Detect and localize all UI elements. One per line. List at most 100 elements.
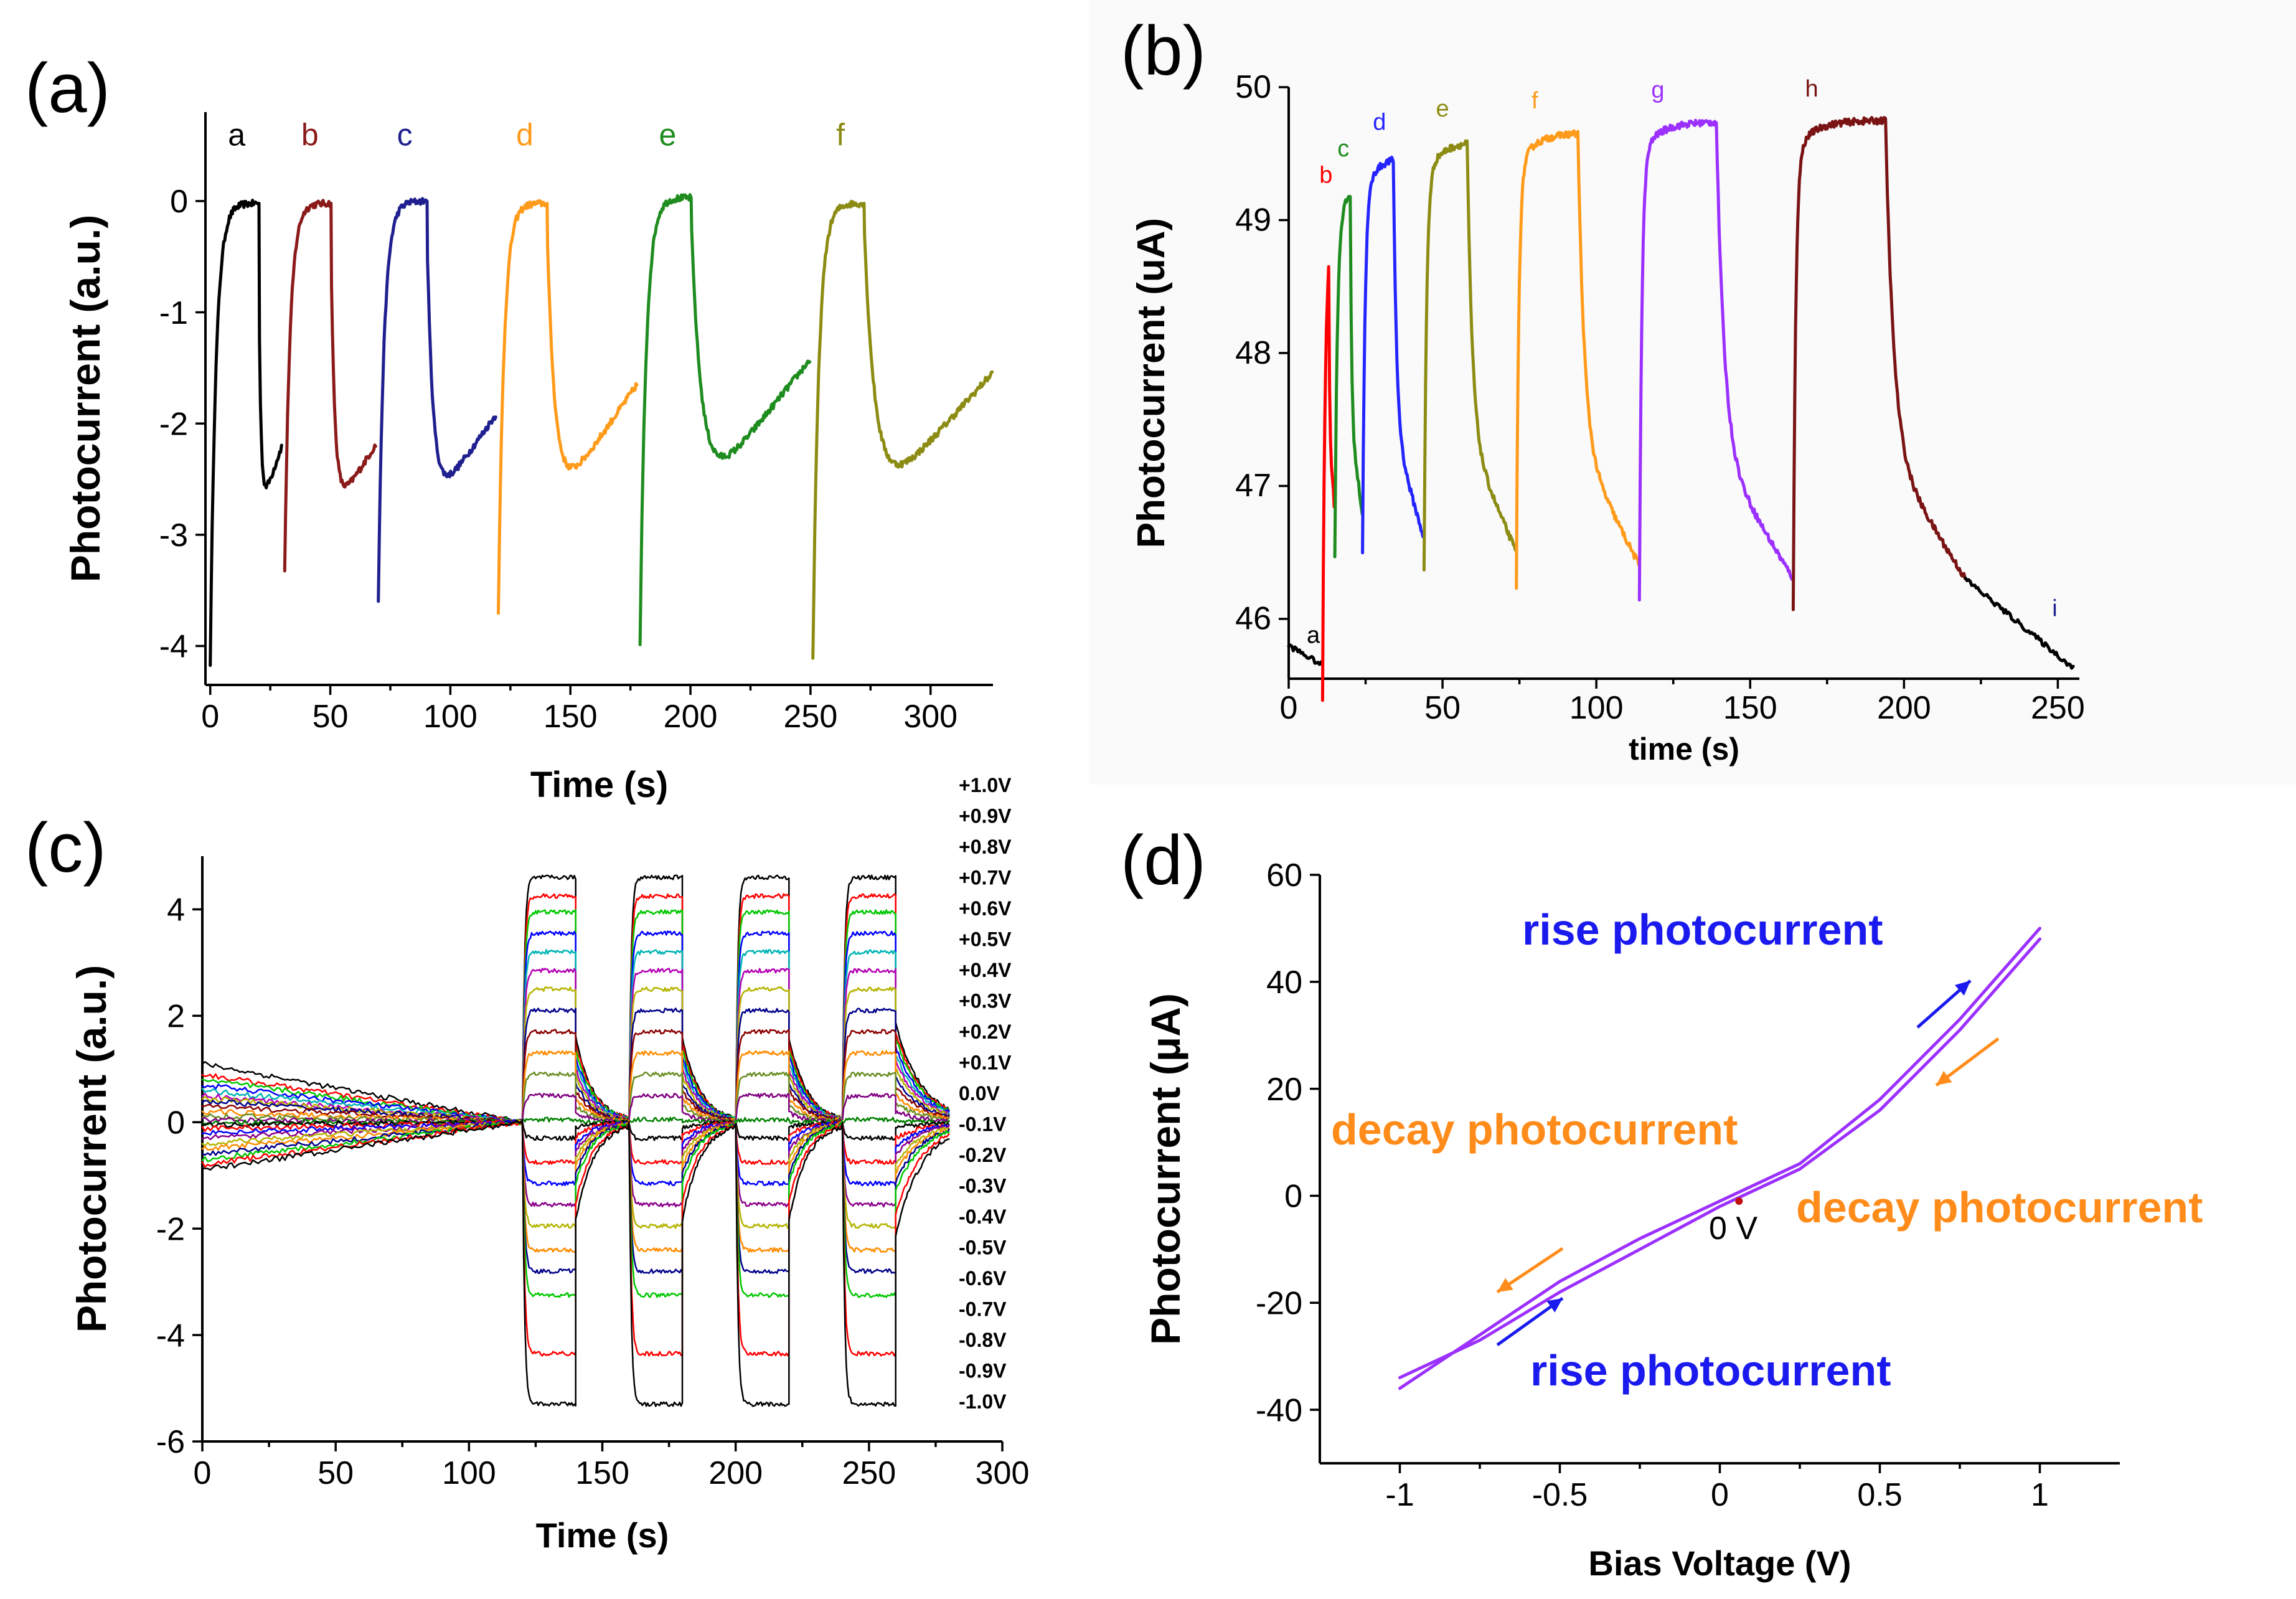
panel-d-decay-arrow-left-head xyxy=(1497,1278,1513,1292)
panel-d-rise-label-top: rise photocurrent xyxy=(1522,905,1883,954)
panel-b-trace-label: d xyxy=(1373,109,1386,135)
panel-c-legend-label: -0.8V xyxy=(959,1329,1007,1351)
panel-d-decay-label-right: decay photocurrent xyxy=(1796,1183,2203,1232)
panel-b-trace-label: c xyxy=(1337,136,1349,162)
panel-c-legend-label: +0.5V xyxy=(959,928,1012,951)
panel-a-chart: 0 50 100 150 200 250 300 0 -1 -2 -3 -4 Time (s) Photo… xyxy=(62,112,994,805)
panel-c-y-tick-label: 4 xyxy=(167,892,185,928)
panel-a-trace-b xyxy=(283,199,377,573)
panel-d-x-tick-label: 0.5 xyxy=(1857,1477,1902,1513)
panel-a-trace-c xyxy=(377,197,497,603)
panel-d-decay-label-left: decay photocurrent xyxy=(1331,1105,1738,1154)
panel-b-x-tick-label: 150 xyxy=(1723,690,1777,726)
panel-b-trace-label: h xyxy=(1805,76,1818,102)
panel-d-sweep-forward xyxy=(1398,927,2041,1390)
panel-c-trace xyxy=(201,1116,950,1126)
panel-c-y-tick-label: -6 xyxy=(156,1424,185,1460)
panel-a-trace-label: a xyxy=(228,118,245,153)
panel-c-trace xyxy=(201,1119,950,1166)
panel-a-trace-label: f xyxy=(836,118,845,153)
panel-d-rise-arrow-top-head xyxy=(1954,981,1970,996)
panel-d-y-tick-label: 40 xyxy=(1266,965,1302,1001)
panel-a-x-tick-label: 100 xyxy=(423,699,478,735)
panel-b-y-tick-label: 48 xyxy=(1235,335,1271,371)
panel-b-label: (b) xyxy=(1121,12,1206,90)
panel-b-x-tick-label: 200 xyxy=(1877,690,1931,726)
panel-c-legend-label: -0.2V xyxy=(959,1144,1007,1166)
panel-b-y-tick-label: 47 xyxy=(1235,468,1271,504)
panel-a-trace-a xyxy=(209,199,283,667)
panel-c-x-tick-label: 50 xyxy=(318,1455,354,1491)
panel-c-trace xyxy=(201,1120,950,1208)
panel-a-trace-d xyxy=(497,199,639,615)
panel-c-x-tick-label: 100 xyxy=(442,1455,496,1491)
panel-d-rise-label-bottom: rise photocurrent xyxy=(1530,1346,1891,1395)
panel-c-label: (c) xyxy=(25,809,106,887)
panel-a-trace-f xyxy=(811,199,994,660)
panel-b-trace-label: b xyxy=(1319,163,1332,189)
panel-a-y-axis-label: Photocurrent (a.u.) xyxy=(62,215,108,582)
panel-c-trace xyxy=(201,1007,950,1125)
panel-a-trace-label: c xyxy=(397,118,413,153)
panel-c-trace xyxy=(201,1029,950,1125)
panel-b-y-tick-label: 50 xyxy=(1235,69,1271,105)
panel-c-x-axis-label: Time (s) xyxy=(536,1516,669,1555)
panel-a-trace-e xyxy=(638,193,812,646)
panel-c-legend-label: -0.5V xyxy=(959,1237,1007,1259)
panel-c-trace xyxy=(201,893,950,1125)
panel-b-y-tick-label: 46 xyxy=(1235,601,1271,637)
panel-c-legend-label: +0.6V xyxy=(959,897,1012,920)
panel-d-y-tick-label: -20 xyxy=(1256,1285,1302,1321)
panel-b-y-tick-label: 49 xyxy=(1235,202,1271,238)
panel-c-trace xyxy=(201,949,950,1125)
panel-c-y-tick-label: 0 xyxy=(167,1105,185,1141)
panel-c-trace xyxy=(201,1119,950,1187)
panel-b-trace-label: i xyxy=(2052,596,2057,622)
panel-a-x-tick-label: 300 xyxy=(903,699,957,735)
panel-c-legend-label: -0.9V xyxy=(959,1360,1007,1382)
panel-c-legend-label: +0.4V xyxy=(959,959,1012,981)
panel-c-trace xyxy=(201,1120,950,1229)
panel-a-trace-label: e xyxy=(659,118,677,153)
panel-c-y-tick-label: -4 xyxy=(156,1318,185,1354)
panel-c-trace xyxy=(201,1120,950,1407)
panel-d-label: (d) xyxy=(1121,821,1206,899)
panel-c-trace xyxy=(201,874,950,1125)
panel-d-sweep-reverse xyxy=(1398,937,2041,1379)
panel-b-trace-label: a xyxy=(1307,622,1320,648)
panel-a-label: (a) xyxy=(25,49,110,127)
panel-d-x-tick-label: -0.5 xyxy=(1532,1477,1588,1513)
panel-d-origin-label: 0 V xyxy=(1709,1210,1757,1247)
panel-a-trace-label: d xyxy=(516,118,534,153)
panel-d-chart: -1 -0.5 0 0.5 1 -40 -20 0 20 40 60 Bias Voltage (V)… xyxy=(1142,857,2203,1583)
panel-b-trace-d xyxy=(1361,156,1426,555)
panel-b-trace-h xyxy=(1791,116,1967,611)
panel-b-trace-label: f xyxy=(1531,88,1538,114)
panel-d-y-axis-label: Photocurrent (μA) xyxy=(1142,993,1188,1345)
panel-d-decay-arrow-right-head xyxy=(1936,1070,1952,1085)
panel-d-y-tick-label: 60 xyxy=(1266,857,1302,894)
panel-c-legend-label: +0.3V xyxy=(959,990,1012,1012)
panel-d-x-axis-label: Bias Voltage (V) xyxy=(1588,1544,1851,1583)
panel-a-trace-label: b xyxy=(301,118,319,153)
panel-a-x-tick-label: 250 xyxy=(784,699,838,735)
panel-b-x-tick-label: 100 xyxy=(1569,690,1624,726)
panel-b-chart: 0 50 100 150 200 250 46 47 48 49 50 time (s) Photocu… xyxy=(1130,69,2085,766)
panel-c-trace xyxy=(201,909,950,1125)
panel-c-legend-label: -0.6V xyxy=(959,1267,1007,1290)
panel-b-trace-c xyxy=(1333,195,1364,559)
panel-d-y-tick-label: 0 xyxy=(1284,1179,1302,1215)
panel-b-trace-g xyxy=(1637,118,1795,602)
panel-c-legend-label: +0.9V xyxy=(959,805,1012,828)
panel-b-x-tick-label: 0 xyxy=(1280,690,1298,726)
panel-a-y-tick-label: -4 xyxy=(159,629,188,665)
panel-c-legend-label: +0.7V xyxy=(959,867,1012,889)
panel-c-x-tick-label: 0 xyxy=(194,1455,212,1491)
panel-b-trace-label: e xyxy=(1436,96,1449,122)
panel-c-legend-label: -1.0V xyxy=(959,1390,1007,1413)
panel-a-y-tick-label: -1 xyxy=(159,295,188,331)
panel-a-x-axis-label: Time (s) xyxy=(530,765,668,805)
panel-a-x-tick-label: 0 xyxy=(201,699,219,735)
panel-b-trace-label: g xyxy=(1651,77,1664,103)
